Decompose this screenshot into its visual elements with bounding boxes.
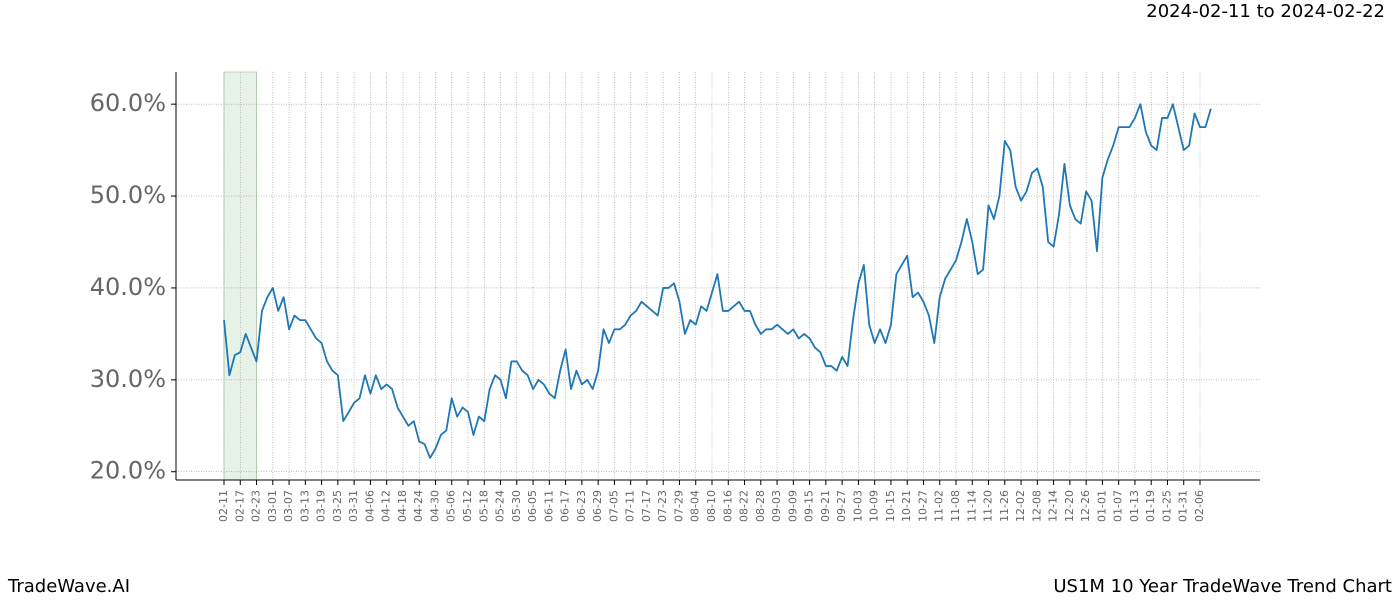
date-range: 2024-02-11 to 2024-02-22 bbox=[1146, 1, 1385, 22]
x-tick-label: 06-23 bbox=[575, 490, 588, 522]
y-tick-label: 60.0% bbox=[90, 89, 166, 117]
x-tick-label: 07-17 bbox=[640, 490, 653, 522]
x-tick-label: 03-31 bbox=[347, 490, 360, 522]
x-tick-label: 08-04 bbox=[689, 490, 702, 522]
x-tick-label: 04-30 bbox=[428, 490, 441, 522]
x-tick-label: 06-11 bbox=[542, 490, 555, 522]
x-tick-label: 04-06 bbox=[363, 490, 376, 522]
x-tick-label: 03-07 bbox=[282, 490, 295, 522]
x-tick-label: 10-27 bbox=[916, 490, 929, 522]
x-tick-label: 02-06 bbox=[1193, 490, 1206, 522]
chart-title: US1M 10 Year TradeWave Trend Chart bbox=[1053, 576, 1392, 597]
x-tick-label: 11-20 bbox=[982, 490, 995, 522]
x-tick-label: 09-03 bbox=[770, 490, 783, 522]
x-tick-label: 01-31 bbox=[1177, 490, 1190, 522]
x-tick-label: 08-22 bbox=[738, 490, 751, 522]
x-tick-label: 12-02 bbox=[1014, 490, 1027, 522]
x-tick-label: 05-06 bbox=[445, 490, 458, 522]
x-tick-label: 05-24 bbox=[494, 490, 507, 522]
x-tick-label: 01-13 bbox=[1128, 490, 1141, 522]
x-tick-label: 12-08 bbox=[1030, 490, 1043, 522]
x-tick-label: 08-28 bbox=[754, 490, 767, 522]
x-tick-label: 05-12 bbox=[461, 490, 474, 522]
brand: TradeWave.AI bbox=[7, 576, 130, 597]
x-tick-label: 01-19 bbox=[1144, 490, 1157, 522]
x-tick-label: 11-02 bbox=[933, 490, 946, 522]
x-tick-label: 08-10 bbox=[705, 490, 718, 522]
x-tick-label: 04-18 bbox=[396, 490, 409, 522]
x-tick-label: 01-01 bbox=[1095, 490, 1108, 522]
x-tick-label: 07-05 bbox=[607, 490, 620, 522]
x-tick-label: 12-26 bbox=[1079, 490, 1092, 522]
x-tick-label: 11-14 bbox=[965, 490, 978, 522]
x-tick-label: 11-08 bbox=[949, 490, 962, 522]
x-tick-label: 07-23 bbox=[656, 490, 669, 522]
y-tick-label: 20.0% bbox=[90, 457, 166, 485]
x-tick-label: 01-07 bbox=[1112, 490, 1125, 522]
x-tick-label: 10-15 bbox=[884, 490, 897, 522]
shaded-range bbox=[223, 71, 258, 481]
x-tick-label: 12-14 bbox=[1047, 490, 1060, 522]
x-tick-label: 05-18 bbox=[477, 490, 490, 522]
x-tick-label: 03-01 bbox=[266, 490, 279, 522]
y-tick-label: 50.0% bbox=[90, 181, 166, 209]
x-tick-label: 07-29 bbox=[672, 490, 685, 522]
x-tick-label: 01-25 bbox=[1160, 490, 1173, 522]
x-tick-label: 10-03 bbox=[851, 490, 864, 522]
x-tick-label: 02-11 bbox=[217, 490, 230, 522]
x-tick-label: 09-15 bbox=[803, 490, 816, 522]
x-tick-label: 02-17 bbox=[233, 490, 246, 522]
x-tick-label: 10-09 bbox=[868, 490, 881, 522]
x-tick-label: 07-11 bbox=[624, 490, 637, 522]
x-tick-label: 06-17 bbox=[559, 490, 572, 522]
x-tick-label: 04-24 bbox=[412, 490, 425, 522]
x-tick-label: 03-19 bbox=[315, 490, 328, 522]
y-tick-label: 30.0% bbox=[90, 365, 166, 393]
x-tick-label: 09-09 bbox=[786, 490, 799, 522]
y-tick-label: 40.0% bbox=[90, 273, 166, 301]
x-tick-label: 02-23 bbox=[250, 490, 263, 522]
x-tick-label: 03-13 bbox=[298, 490, 311, 522]
x-tick-label: 06-05 bbox=[526, 490, 539, 522]
x-tick-label: 10-21 bbox=[900, 490, 913, 522]
x-tick-label: 08-16 bbox=[721, 490, 734, 522]
x-tick-label: 11-26 bbox=[998, 490, 1011, 522]
x-tick-label: 12-20 bbox=[1063, 490, 1076, 522]
data-line bbox=[223, 103, 1212, 459]
x-tick-label: 06-29 bbox=[591, 490, 604, 522]
x-tick-label: 05-30 bbox=[510, 490, 523, 522]
x-tick-label: 09-21 bbox=[819, 490, 832, 522]
x-tick-label: 03-25 bbox=[331, 490, 344, 522]
x-tick-label: 09-27 bbox=[835, 490, 848, 522]
x-tick-label: 04-12 bbox=[380, 490, 393, 522]
